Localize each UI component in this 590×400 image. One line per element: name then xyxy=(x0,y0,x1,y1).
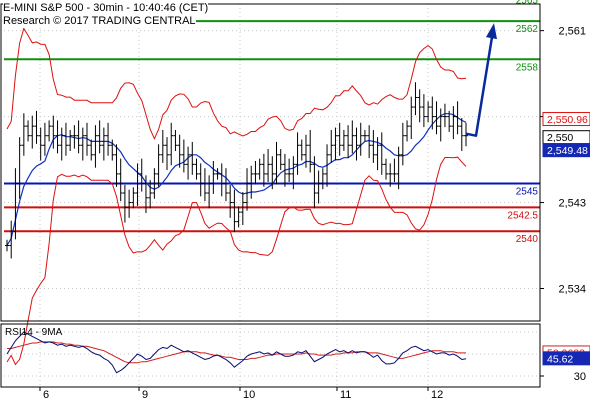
bollinger-lower-band xyxy=(6,156,467,366)
price-tag-box xyxy=(542,112,590,127)
rsi-y-tick-label: 30 xyxy=(574,371,586,383)
rsi-tag-label: 45.62 xyxy=(547,353,573,365)
price-tag-label: 2,550 xyxy=(547,132,573,144)
rsi-tag-box xyxy=(542,351,590,366)
rsi-line xyxy=(6,331,467,374)
rsi-grid xyxy=(4,324,540,387)
level-label: 2545 xyxy=(516,186,539,197)
x-tick-label: 11 xyxy=(340,389,351,400)
y-tick-label: 2,534 xyxy=(558,284,586,296)
rsi-title: RSI14 - 9MA xyxy=(5,327,63,338)
projection-arrow-head xyxy=(486,23,497,40)
chart-copyright: Research © 2017 TRADING CENTRAL xyxy=(3,15,196,28)
rsi-panel: RSI14 - 9MA xyxy=(5,327,467,374)
y-tick-label: 2,543 xyxy=(558,198,586,210)
price-tag-box xyxy=(542,143,590,158)
y-tick-label: 2,561 xyxy=(558,26,586,38)
level-label: 2542.5 xyxy=(507,210,538,221)
x-tick-label: 10 xyxy=(243,389,255,400)
projection-arrow-shaft xyxy=(465,36,494,137)
rsi-panel-border xyxy=(0,323,541,388)
level-label: 2540 xyxy=(516,234,539,245)
level-label: 2558 xyxy=(516,62,539,73)
price-bars xyxy=(5,82,468,259)
time-axis: 6 9 10 11 12 xyxy=(39,387,443,400)
x-tick-label: 9 xyxy=(142,389,148,400)
chart-frame xyxy=(0,3,541,388)
level-label: 2565 xyxy=(516,0,539,6)
price-tag-label: 2,550.96 xyxy=(547,114,588,126)
x-tick-label: 12 xyxy=(431,389,443,400)
level-label: 2562 xyxy=(516,24,539,35)
price-panel-border xyxy=(0,3,541,322)
chart-title: E-MINI S&P 500 - 30min - 10:40:46 (CET) xyxy=(3,2,209,15)
price-tag-label: 2,549.48 xyxy=(547,145,588,157)
price-indicators xyxy=(6,27,467,366)
moving-average-line xyxy=(6,113,467,246)
x-tick-label: 6 xyxy=(43,389,49,400)
price-grid xyxy=(4,4,540,321)
bollinger-upper-band xyxy=(6,27,467,140)
projection-arrow xyxy=(465,23,497,137)
